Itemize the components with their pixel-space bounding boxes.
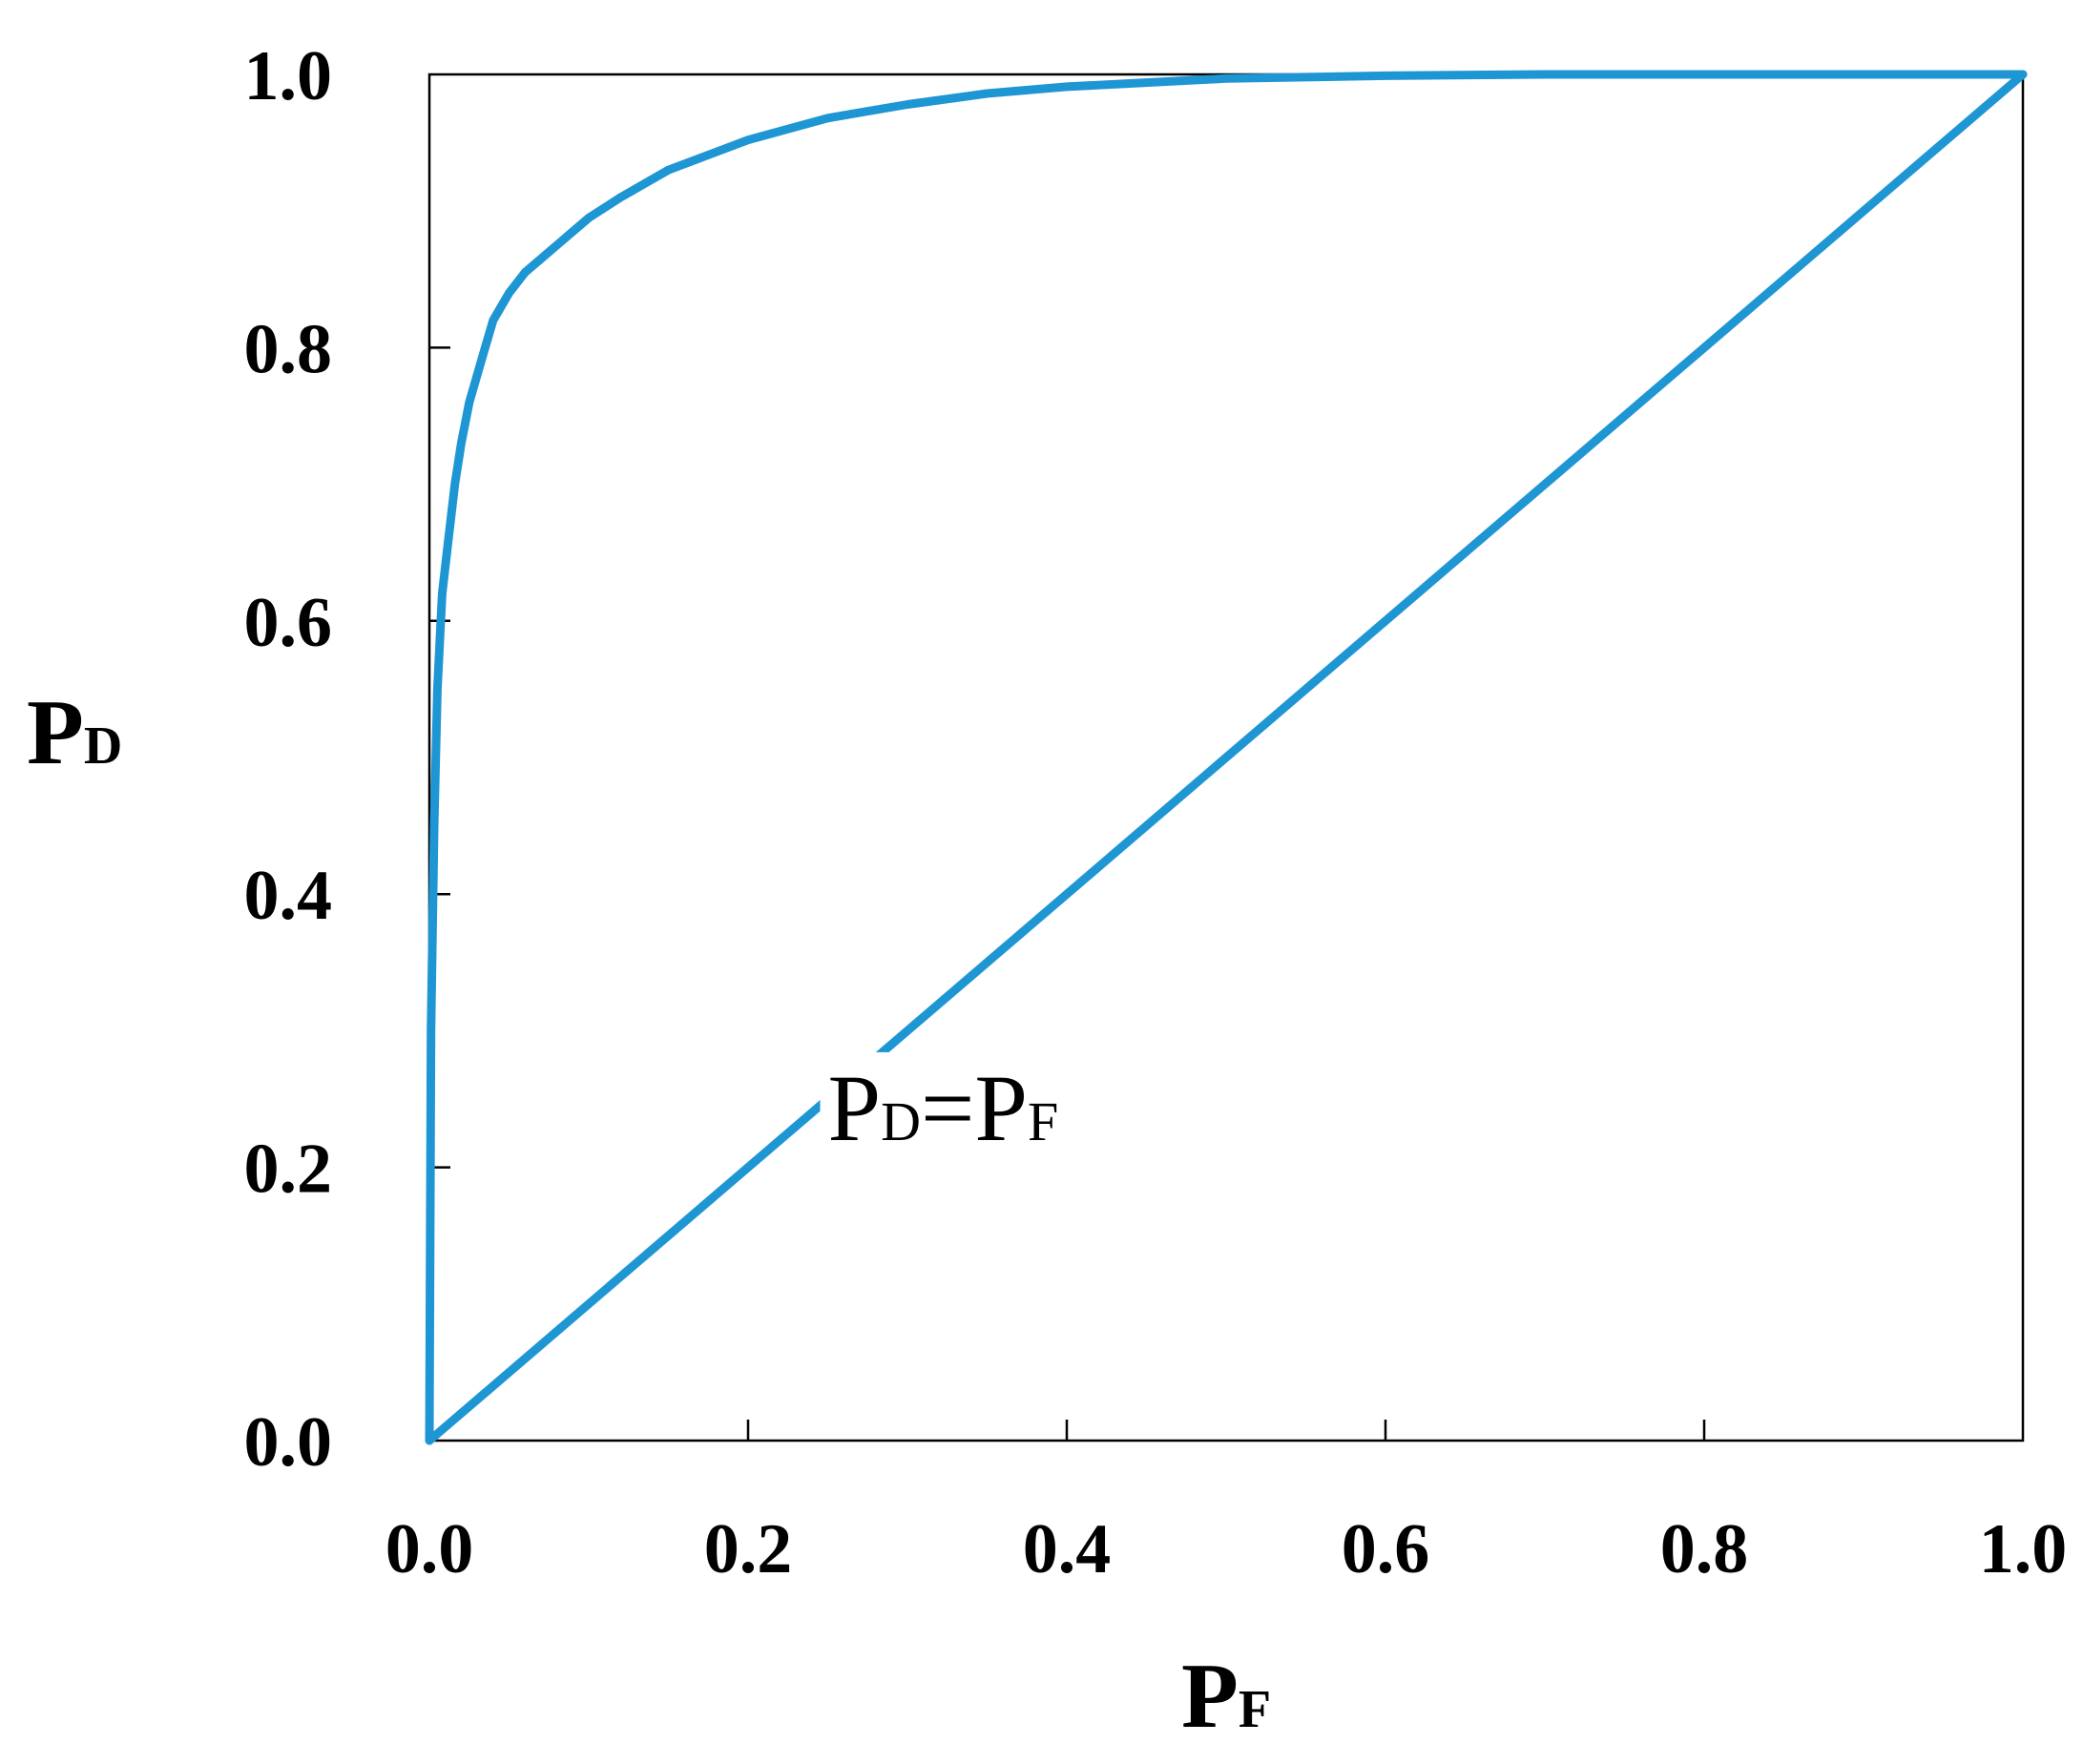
y-tick-label: 0.4 [244, 857, 333, 935]
x-tick-label: 0.8 [1660, 1510, 1749, 1588]
y-tick-label: 0.0 [244, 1403, 333, 1482]
y-tick-label: 0.6 [244, 584, 333, 662]
x-axis-label: PF [1181, 1645, 1271, 1748]
y-axis-label: PD [27, 681, 122, 784]
x-tick-label: 1.0 [1979, 1510, 2068, 1588]
y-tick-label: 1.0 [244, 37, 333, 115]
y-tick-label: 0.8 [244, 310, 333, 388]
roc-curve-line [425, 70, 2028, 1445]
x-tick-label: 0.0 [385, 1510, 474, 1588]
x-tick-label: 0.2 [704, 1510, 793, 1588]
y-tick-label: 0.2 [244, 1131, 333, 1209]
x-tick-label: 0.4 [1023, 1510, 1112, 1588]
x-tick-label: 0.6 [1342, 1510, 1430, 1588]
diagonal-annotation: PD=PF [828, 1055, 1059, 1161]
annotation-background [820, 1051, 1097, 1214]
diagonal-line [425, 70, 2028, 1445]
